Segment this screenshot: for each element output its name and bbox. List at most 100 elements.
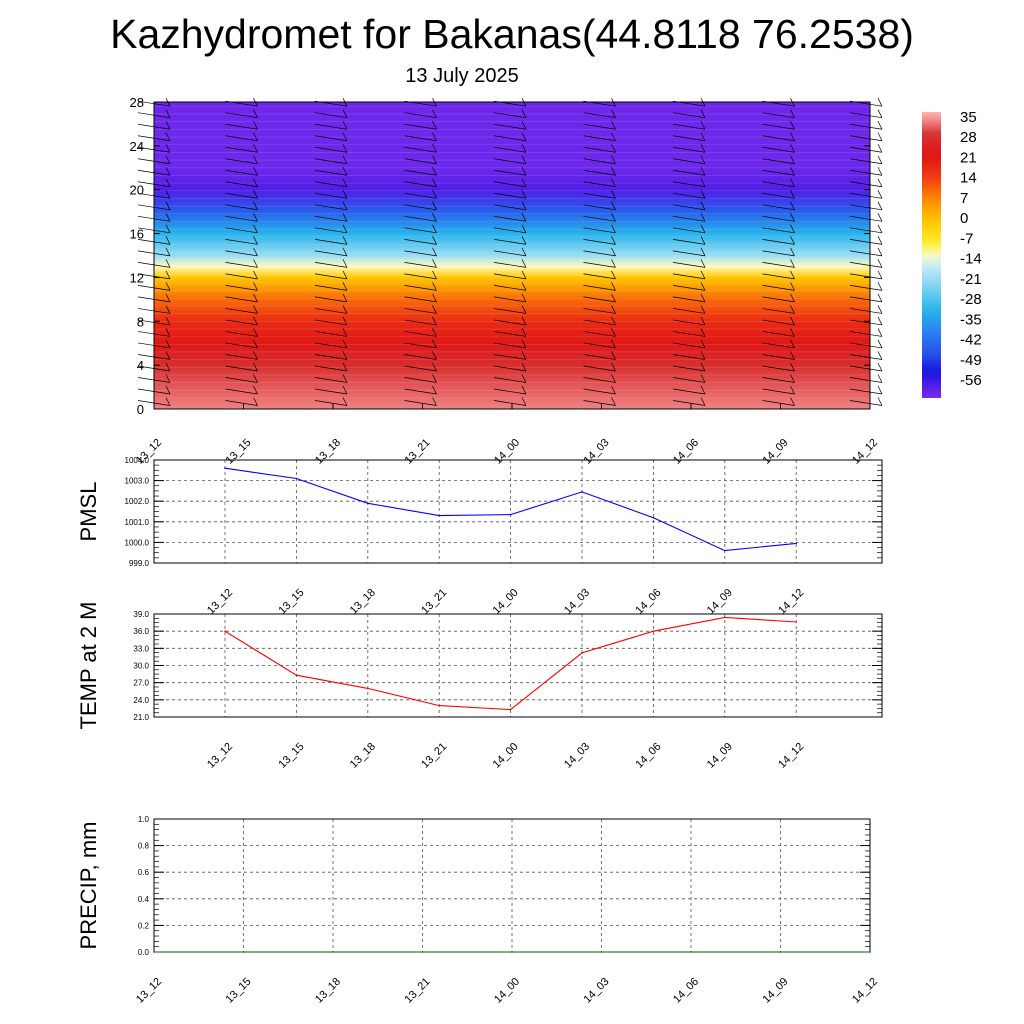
wind-barb-flag (342, 259, 348, 268)
x-tick-label: 14_12 (776, 741, 806, 771)
wind-barb-flag (432, 224, 437, 233)
wind-barb-flag (521, 109, 527, 118)
colorbar-label: -35 (960, 311, 982, 328)
wind-barb (849, 354, 883, 360)
wind-barb (493, 285, 527, 291)
colorbar-label: 28 (960, 129, 977, 146)
x-tick-label: 13_18 (348, 741, 378, 771)
wind-barb-flag (342, 144, 348, 153)
wind-barb (314, 262, 348, 268)
wind-barb (672, 296, 706, 303)
wind-barb (583, 319, 616, 326)
wind-barb (493, 169, 527, 176)
wind-barb-flag (342, 293, 348, 303)
x-tick-label: 13_18 (313, 437, 343, 467)
wind-barb-flag (521, 121, 527, 130)
wind-barb (225, 331, 258, 337)
wind-barb-flag (165, 109, 171, 118)
wind-barb (583, 215, 616, 222)
wind-barb-flag (790, 351, 795, 360)
wind-barb (225, 342, 258, 349)
data-point (779, 951, 782, 953)
wind-barb (762, 215, 795, 222)
wind-barb (314, 158, 348, 165)
wind-barb (849, 365, 883, 372)
wind-barb-flag (877, 213, 883, 222)
wind-barb-flag (790, 259, 795, 268)
x-tick-label: 14_06 (633, 587, 663, 617)
wind-barb-flag (521, 132, 527, 141)
wind-barb-flag (790, 305, 795, 314)
wind-barb (314, 135, 348, 142)
wind-barb (583, 365, 616, 372)
data-point (438, 704, 441, 707)
wind-barb-flag (521, 259, 527, 268)
wind-barb (404, 400, 437, 406)
wind-barb (404, 192, 437, 199)
y-tick-label: 0 (137, 402, 144, 417)
wind-barb (225, 158, 258, 165)
wind-barb (762, 262, 795, 268)
wind-barb-flag (165, 236, 171, 245)
wind-barb (849, 250, 883, 257)
wind-barb (493, 331, 527, 337)
colorbar-label: 0 (960, 210, 968, 227)
wind-barb-flag (165, 167, 171, 176)
wind-barb (762, 250, 795, 257)
wind-barb-flag (700, 316, 706, 326)
wind-barb (672, 319, 706, 326)
wind-barb-flag (700, 236, 706, 245)
x-tick-label: 14_09 (705, 587, 735, 617)
wind-barb-flag (253, 259, 258, 268)
y-axis-title: TEMP at 2 M (76, 602, 101, 730)
wind-barb-flag (432, 328, 437, 337)
wind-barb-flag (253, 293, 258, 303)
x-tick-label: 13_12 (205, 741, 235, 771)
wind-barb (762, 146, 795, 153)
wind-barb (225, 262, 258, 268)
wind-barb (404, 123, 437, 130)
wind-barb (672, 158, 706, 165)
wind-barb-flag (342, 155, 348, 164)
wind-barb-flag (432, 155, 437, 164)
wind-barb (314, 112, 348, 119)
y-tick-label: 1.0 (138, 815, 150, 824)
wind-barb (583, 250, 616, 257)
wind-barb (404, 319, 437, 326)
wind-barb-flag (521, 374, 527, 383)
wind-barb (493, 181, 527, 188)
wind-barb (314, 123, 348, 130)
y-tick-label: 1001.0 (125, 518, 150, 527)
wind-barb (849, 296, 883, 303)
wind-barb (493, 204, 527, 211)
data-point (652, 630, 655, 632)
wind-barb-flag (342, 167, 348, 176)
wind-barb-flag (877, 201, 883, 210)
wind-barb-flag (877, 190, 883, 199)
x-tick-label: 14_03 (582, 976, 612, 1006)
wind-barb (493, 377, 527, 383)
wind-barb-flag (432, 316, 437, 326)
wind-barb-flag (432, 351, 437, 360)
x-tick-label: 14_00 (491, 587, 521, 617)
x-tick-label: 14_03 (562, 741, 592, 771)
wind-barb-flag (342, 328, 348, 337)
data-point (724, 616, 726, 619)
wind-barb (225, 354, 258, 360)
wind-barb (849, 227, 883, 234)
wind-barb-flag (342, 201, 348, 210)
wind-barb-flag (432, 178, 437, 187)
temp-panel: 21.0 24.0 27.0 30.0 33.0 36.0 39.0 TEMP at 2 M 1… (76, 602, 883, 771)
y-tick-label: 12 (130, 270, 144, 285)
wind-barb-flag (700, 293, 706, 303)
x-tick-label: 13_15 (224, 437, 254, 467)
wind-barb (583, 354, 616, 360)
wind-barb (404, 273, 437, 280)
wind-barb-flag (432, 201, 437, 210)
x-tick-label: 13_21 (403, 437, 433, 467)
data-point (509, 513, 512, 516)
wind-barb (762, 400, 795, 406)
wind-barb (849, 135, 883, 142)
wind-barb (849, 169, 883, 176)
wind-barb-flag (253, 397, 258, 406)
